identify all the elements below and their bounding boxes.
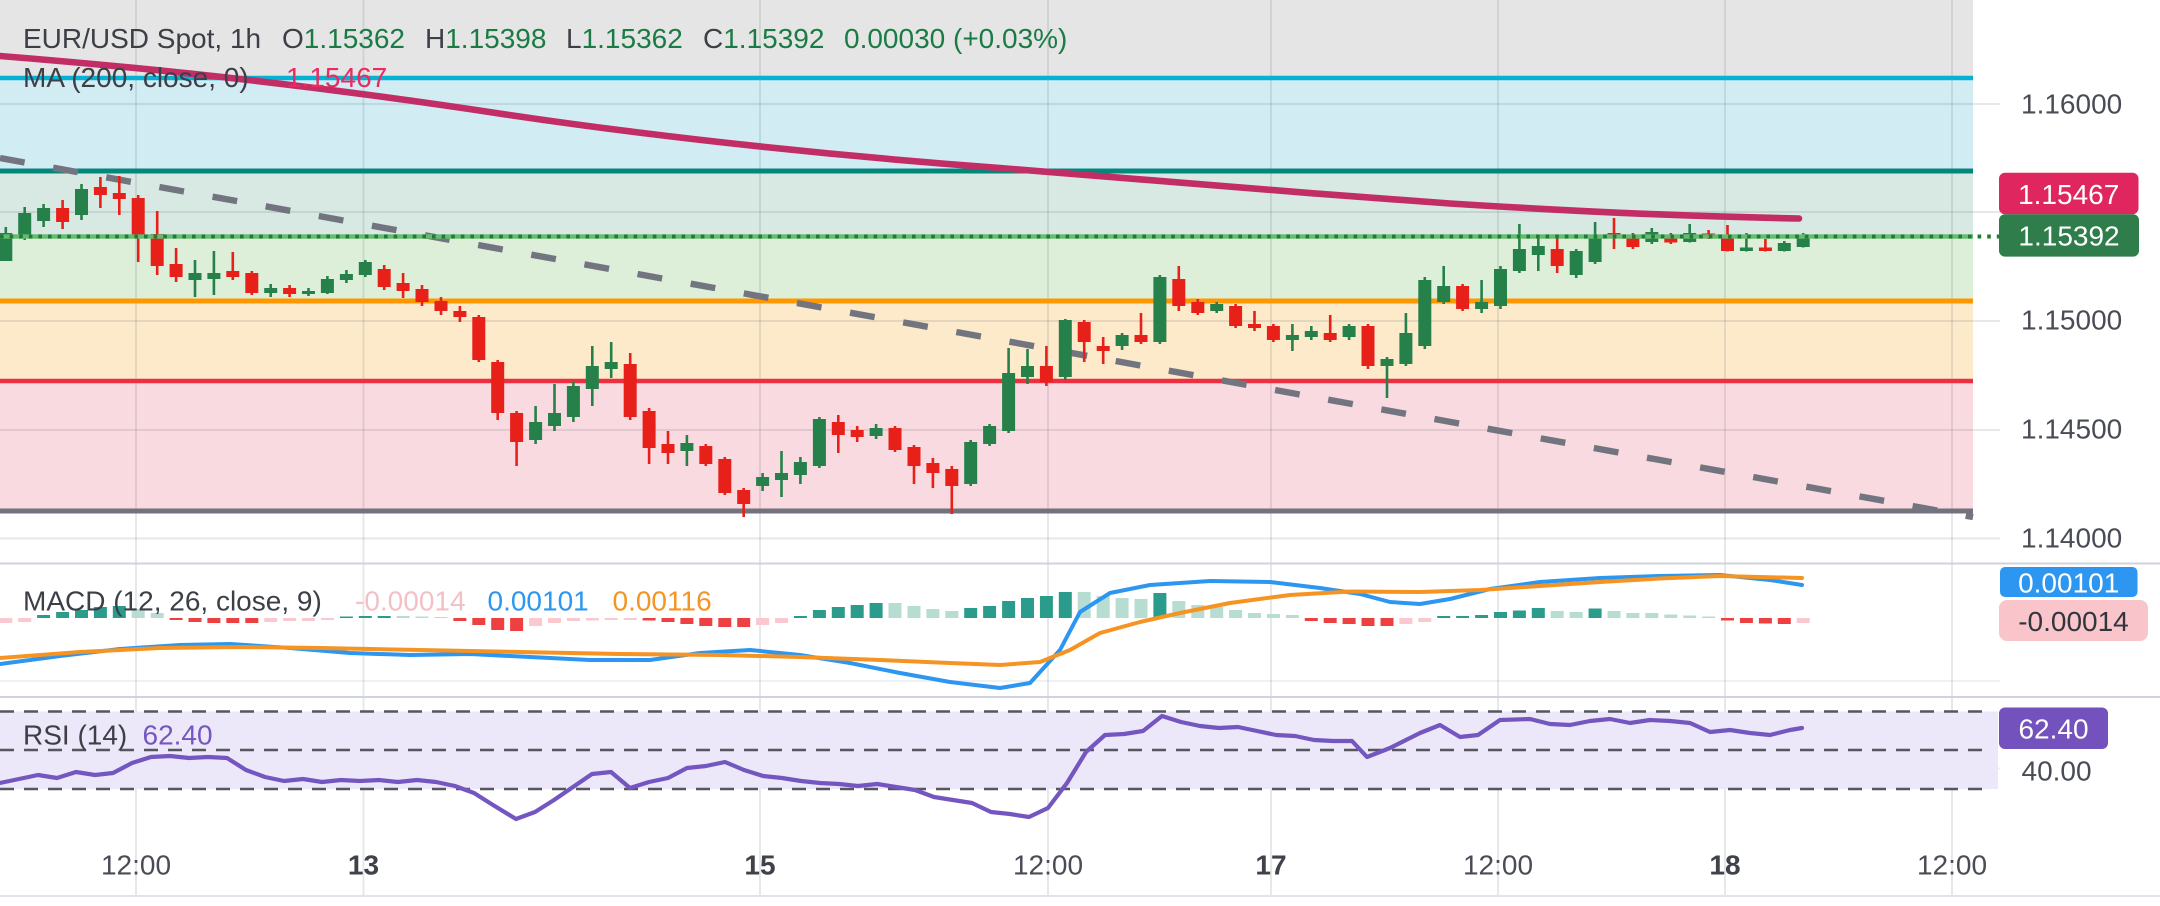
svg-text:1.15392: 1.15392 bbox=[2018, 221, 2119, 252]
svg-text:12:00: 12:00 bbox=[1463, 850, 1533, 881]
svg-text:18: 18 bbox=[1709, 850, 1740, 881]
svg-text:MA (200, close, 0)1.15467: MA (200, close, 0) 1.15467 bbox=[23, 62, 387, 93]
svg-text:1.14500: 1.14500 bbox=[2021, 414, 2122, 445]
svg-text:17: 17 bbox=[1255, 850, 1286, 881]
svg-text:MACD (12, 26, close, 9)-0.0001: MACD (12, 26, close, 9) -0.00014 0.00101 0.… bbox=[23, 585, 712, 616]
svg-text:1.15467: 1.15467 bbox=[2018, 179, 2119, 210]
svg-text:12:00: 12:00 bbox=[1013, 850, 1083, 881]
svg-text:12:00: 12:00 bbox=[1917, 850, 1987, 881]
svg-text:0.00101: 0.00101 bbox=[2018, 567, 2119, 598]
svg-text:1.16000: 1.16000 bbox=[2021, 89, 2122, 120]
svg-text:12:00: 12:00 bbox=[101, 850, 171, 881]
svg-text:RSI (14)62.40: RSI (14) 62.40 bbox=[23, 719, 213, 750]
svg-text:1.14000: 1.14000 bbox=[2021, 523, 2122, 554]
svg-text:40.00: 40.00 bbox=[2022, 756, 2092, 787]
svg-text:-0.00014: -0.00014 bbox=[2018, 606, 2129, 637]
svg-text:1.15000: 1.15000 bbox=[2021, 305, 2122, 336]
svg-text:15: 15 bbox=[744, 850, 775, 881]
svg-text:62.40: 62.40 bbox=[2018, 714, 2088, 745]
svg-text:13: 13 bbox=[348, 850, 379, 881]
